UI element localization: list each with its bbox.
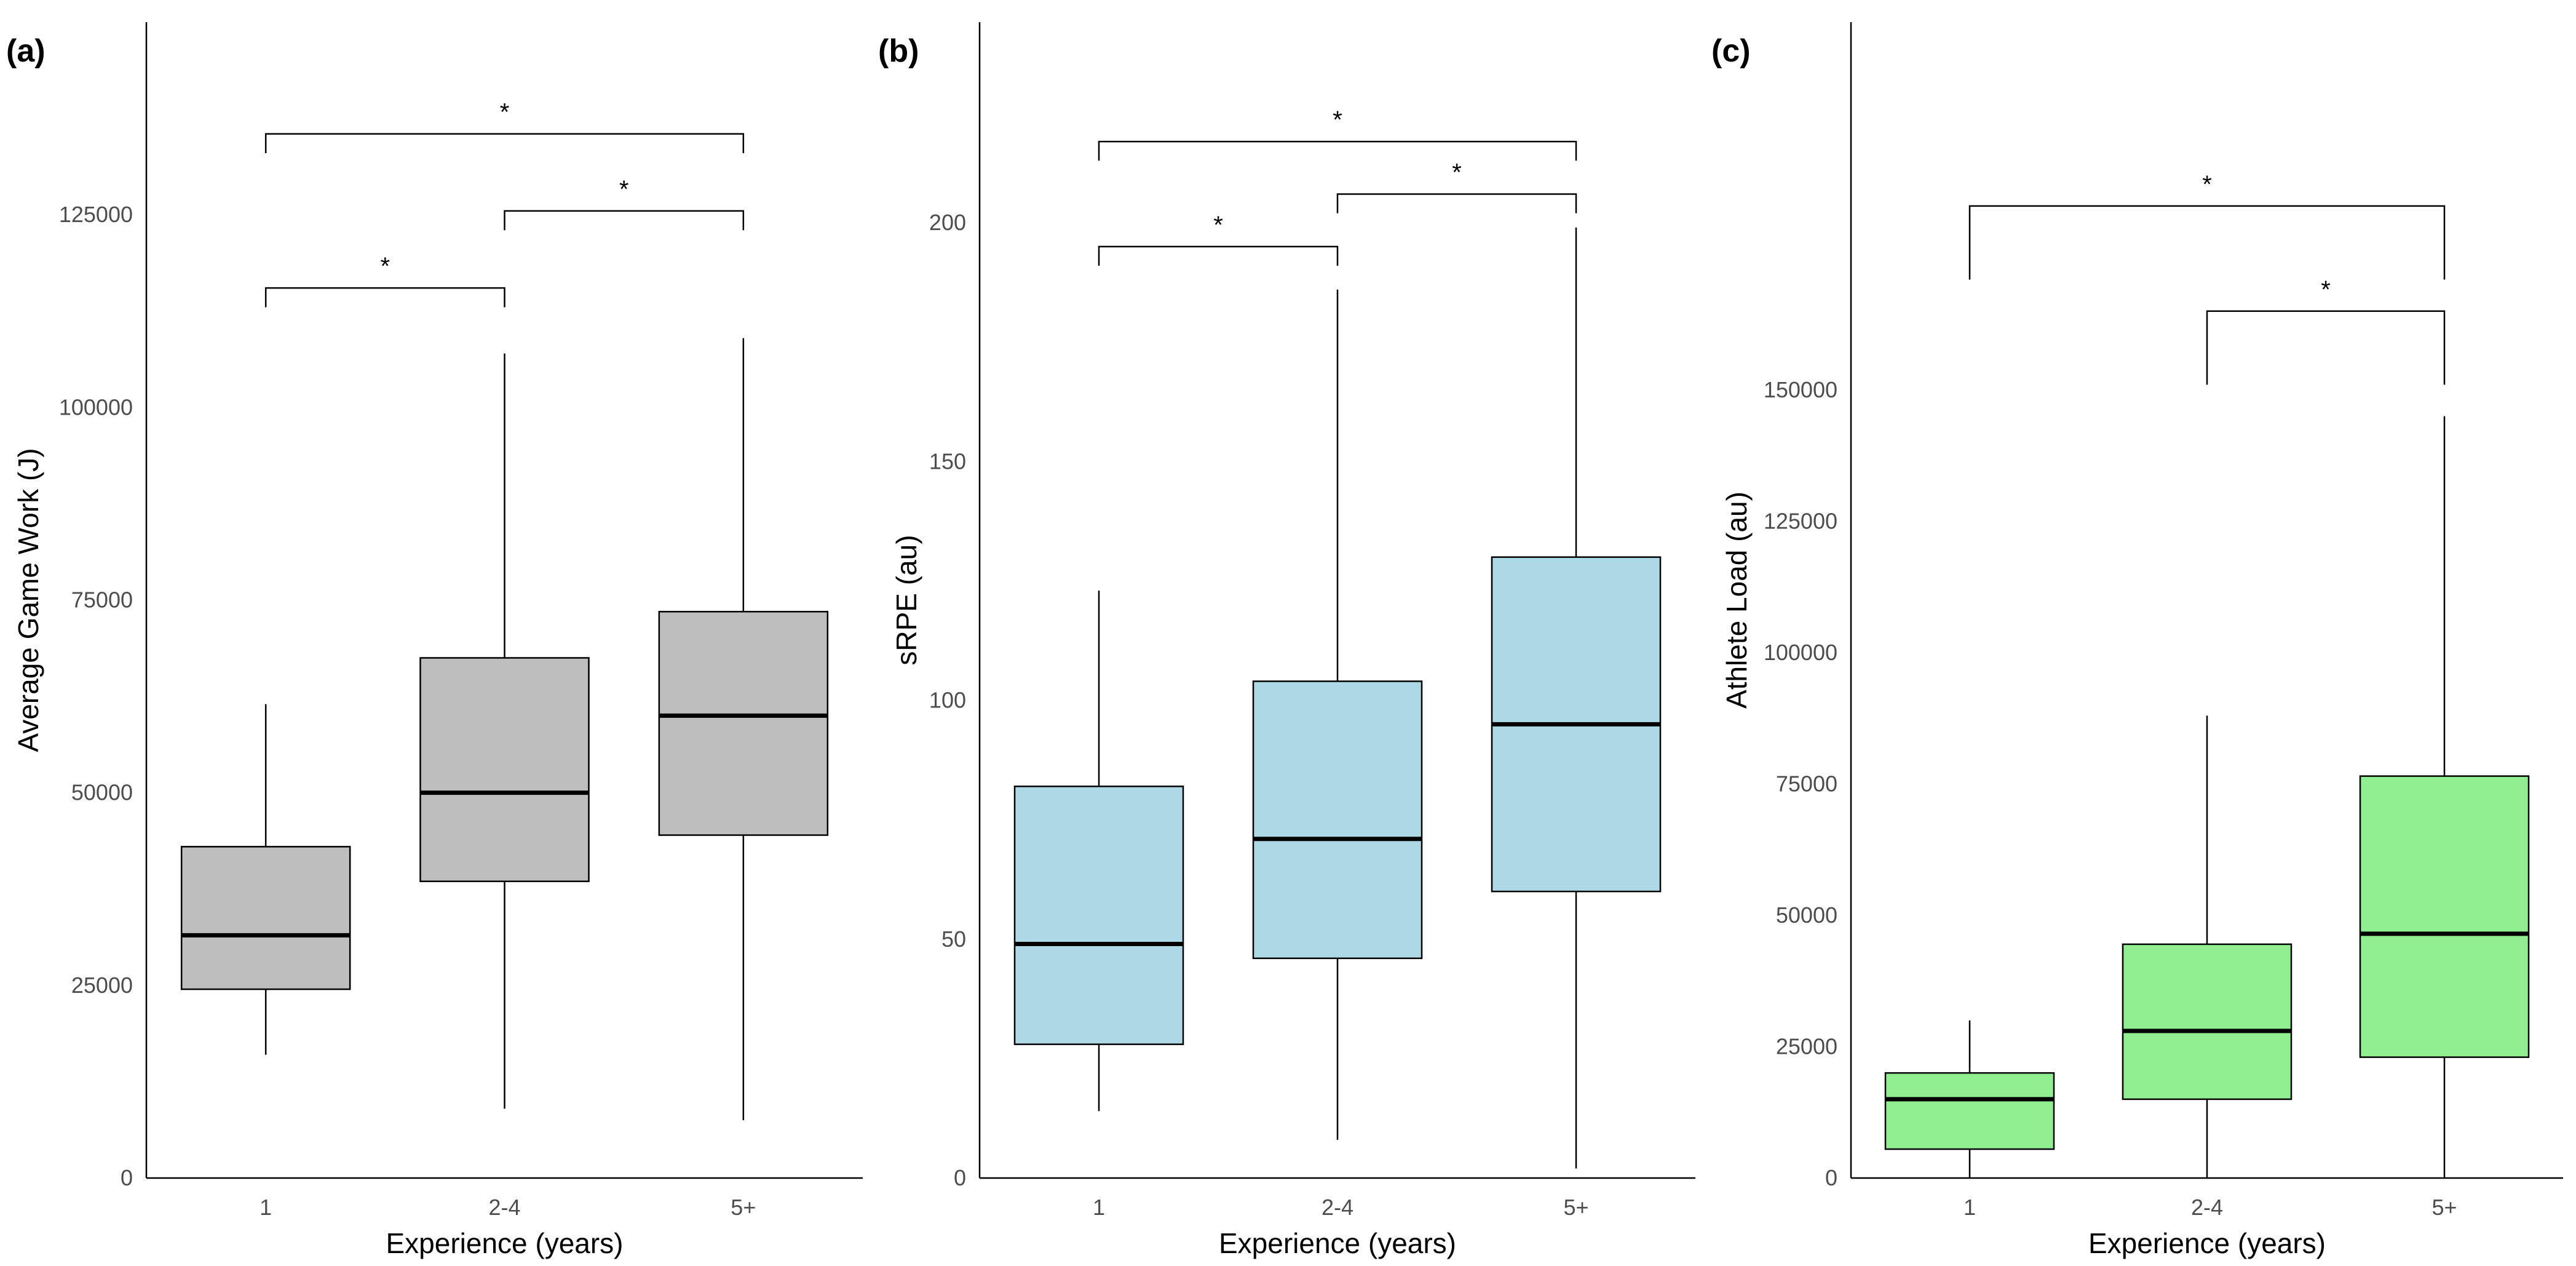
y-tick-label: 50000 [71,780,133,805]
y-tick-label: 100000 [59,394,133,420]
y-tick-label: 50 [941,926,966,952]
x-axis-title: Experience (years) [386,1227,623,1259]
y-tick-label: 50000 [1776,902,1837,928]
significance-bracket [1098,245,1339,266]
significance-label: * [381,253,390,280]
panel-c: (c) 0 25000 50000 75000 100000 125000 150000 1 2-… [1711,22,2563,1259]
significance-bracket [1968,205,2446,280]
significance-label: * [1333,106,1342,133]
y-tick-label: 0 [1825,1165,1837,1190]
y-tick-label: 25000 [71,973,133,998]
y-tick-label: 100 [929,688,966,713]
y-tick-label: 0 [954,1165,966,1190]
x-tick-label: 5+ [2431,1195,2457,1220]
y-tick-label: 200 [929,210,966,235]
x-tick-label: 1 [1093,1195,1105,1220]
y-tick-label: 75000 [1776,771,1837,796]
box-5+ [2359,775,2530,1058]
y-axis-title: Athlete Load (au) [1721,492,1753,709]
box-1 [180,846,351,990]
y-axis-title: Average Game Work (J) [12,448,44,752]
x-tick-label: 1 [1964,1195,1976,1220]
significance-bracket [504,210,745,231]
panel-label: (b) [878,33,919,69]
panel-b: (b) 0 50 100 150 200 1 2-4 5+ Experience (years) s… [878,22,1695,1259]
significance-label: * [2321,276,2331,303]
y-tick-label: 0 [121,1165,133,1190]
y-tick-label: 150000 [1764,377,1837,402]
significance-bracket [1336,193,1577,213]
box-5+ [658,611,829,836]
significance-bracket [264,133,745,153]
x-axis-title: Experience (years) [2088,1227,2326,1259]
x-tick-label: 5+ [731,1195,756,1220]
y-tick-label: 150 [929,448,966,474]
panel-label: (c) [1711,33,1751,69]
x-tick-label: 2-4 [488,1195,520,1220]
significance-label: * [619,176,629,203]
box-2-4 [2122,943,2293,1101]
y-tick-label: 75000 [71,587,133,613]
significance-label: * [1452,159,1462,186]
significance-bracket [1098,140,1577,161]
x-axis-title: Experience (years) [1219,1227,1456,1259]
box-2-4 [419,657,590,882]
x-tick-label: 5+ [1563,1195,1588,1220]
y-tick-label: 100000 [1764,640,1837,665]
box-1 [1013,786,1184,1045]
significance-bracket [264,287,505,308]
y-axis-title: sRPE (au) [890,535,922,665]
x-tick-label: 2-4 [2191,1195,2223,1220]
panel-label: (a) [6,33,46,69]
significance-bracket [2206,310,2446,385]
significance-label: * [1213,212,1223,239]
x-tick-label: 2-4 [1322,1195,1353,1220]
x-tick-label: 1 [260,1195,272,1220]
y-tick-label: 125000 [59,202,133,227]
y-tick-label: 125000 [1764,508,1837,533]
box-1 [1884,1072,2055,1150]
box-2-4 [1252,680,1423,960]
panel-a: (a) 0 25000 50000 75000 100000 125000 1 2-4 5+ Exp… [6,22,863,1259]
significance-label: * [2202,171,2212,198]
significance-label: * [500,99,510,126]
y-tick-label: 25000 [1776,1033,1837,1059]
